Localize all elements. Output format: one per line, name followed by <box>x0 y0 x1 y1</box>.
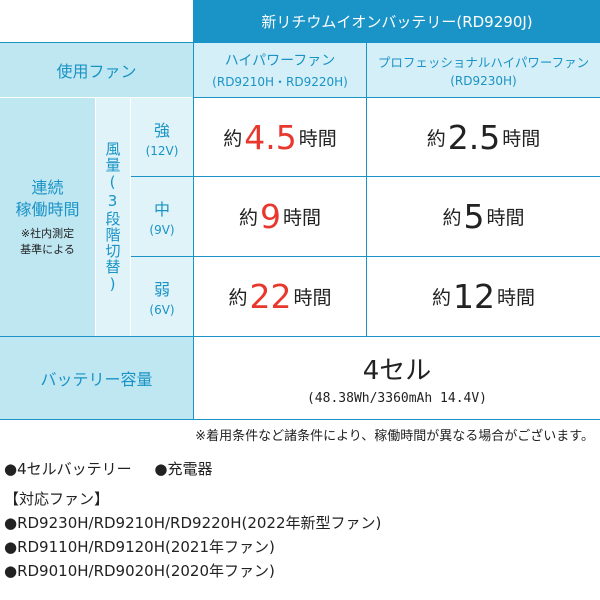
battery-header: 新リチウムイオンバッテリー(RD9290J) <box>194 0 600 42</box>
runtime-value-row1-col2: 約 2.5 時間 <box>367 98 600 176</box>
runtime-note-1: ※社内測定 <box>20 227 75 240</box>
mode-label: 強 <box>153 120 170 140</box>
value-prefix: 約 <box>228 287 248 309</box>
value-prefix: 約 <box>238 207 258 229</box>
value-prefix: 約 <box>223 127 243 150</box>
divider <box>95 98 96 336</box>
package-contents: ●4セルバッテリー ●充電器 <box>4 458 213 479</box>
divider <box>131 256 600 257</box>
compatible-fan-item: ●RD9230H/RD9210H/RD9220H(2022年新型ファン) <box>4 512 381 533</box>
airflow-label: 風量(3段階切替) <box>103 140 122 294</box>
divider <box>130 98 131 336</box>
divider <box>194 97 600 98</box>
contents-item-charger: ●充電器 <box>154 460 213 478</box>
runtime-note-2: 基準による <box>20 243 75 256</box>
value-number: 22 <box>249 277 292 316</box>
airflow-label-cell: 風量(3段階切替) <box>96 98 130 336</box>
runtime-value-row1-col1: 約 4.5 時間 <box>194 98 366 176</box>
value-unit: 時間 <box>293 287 332 309</box>
fan-label-cell: 使用ファン <box>0 43 193 97</box>
value-number: 5 <box>463 197 485 236</box>
runtime-value-row3-col2: 約 12 時間 <box>367 257 600 336</box>
footnote-text: ※着用条件など諸条件により、稼働時間が異なる場合がございます。 <box>195 429 594 444</box>
value-number: 12 <box>453 277 495 316</box>
capacity-value-cell: 4セル (48.38Wh/3360mAh 14.4V) <box>194 337 600 419</box>
col1-models: (RD9210H・RD9220H) <box>212 75 348 89</box>
col2-name: プロフェッショナルハイパワーファン <box>377 55 590 70</box>
capacity-value: 4セル <box>362 356 432 386</box>
runtime-value-row2-col1: 約 9 時間 <box>194 177 366 256</box>
fan-label: 使用ファン <box>56 62 137 81</box>
divider <box>0 97 193 98</box>
runtime-value-row3-col1: 約 22 時間 <box>194 257 366 336</box>
compatible-fan-text: ●RD9230H/RD9210H/RD9220H(2022年新型ファン) <box>4 514 382 532</box>
value-number: 2.5 <box>447 117 501 157</box>
col1-name: ハイパワーファン <box>224 53 336 69</box>
divider <box>0 42 600 43</box>
runtime-value-row2-col2: 約 5 時間 <box>367 177 600 256</box>
runtime-title-2: 稼働時間 <box>15 200 80 219</box>
divider <box>0 419 600 420</box>
mode-label: 弱 <box>153 280 170 299</box>
battery-title: 新リチウムイオンバッテリー(RD9290J) <box>261 12 533 31</box>
capacity-label-cell: バッテリー容量 <box>0 337 193 419</box>
value-number: 9 <box>260 197 281 236</box>
value-unit: 時間 <box>298 127 337 150</box>
col2-models: (RD9230H) <box>450 74 517 88</box>
mode-label: 中 <box>153 200 170 219</box>
value-number: 4.5 <box>244 117 297 157</box>
compatible-title: 【対応ファン】 <box>4 490 110 508</box>
value-prefix: 約 <box>426 127 446 150</box>
divider <box>366 42 367 336</box>
mode-voltage: (9V) <box>149 223 175 237</box>
value-unit: 時間 <box>502 127 541 150</box>
divider <box>193 0 194 420</box>
value-unit: 時間 <box>486 207 525 229</box>
divider <box>131 176 600 177</box>
compatible-fan-text: ●RD9010H/RD9020H(2020年ファン) <box>4 562 275 580</box>
value-unit: 時間 <box>283 207 322 229</box>
value-unit: 時間 <box>497 287 536 309</box>
capacity-label: バッテリー容量 <box>40 370 153 389</box>
mode-cell-weak: 弱 (6V) <box>131 257 193 336</box>
mode-voltage: (12V) <box>145 143 179 158</box>
compatible-fans-title: 【対応ファン】 <box>4 488 109 509</box>
footnote: ※着用条件など諸条件により、稼働時間が異なる場合がございます。 <box>195 425 594 444</box>
capacity-detail: (48.38Wh/3360mAh 14.4V) <box>306 391 487 406</box>
value-prefix: 約 <box>431 287 451 309</box>
value-prefix: 約 <box>442 207 462 229</box>
runtime-label-cell: 連続 稼働時間 ※社内測定 基準による <box>0 98 95 336</box>
col2-header: プロフェッショナルハイパワーファン (RD9230H) <box>367 43 600 97</box>
compatible-fan-item: ●RD9010H/RD9020H(2020年ファン) <box>4 560 275 581</box>
contents-item-battery: ●4セルバッテリー <box>4 460 132 478</box>
mode-voltage: (6V) <box>149 303 175 317</box>
col1-header: ハイパワーファン (RD9210H・RD9220H) <box>194 43 366 97</box>
compatible-fan-text: ●RD9110H/RD9120H(2021年ファン) <box>4 538 275 556</box>
runtime-title-1: 連続 <box>31 178 64 197</box>
divider <box>0 336 600 337</box>
mode-cell-medium: 中 (9V) <box>131 177 193 256</box>
mode-cell-strong: 強 (12V) <box>131 98 193 176</box>
compatible-fan-item: ●RD9110H/RD9120H(2021年ファン) <box>4 536 275 557</box>
